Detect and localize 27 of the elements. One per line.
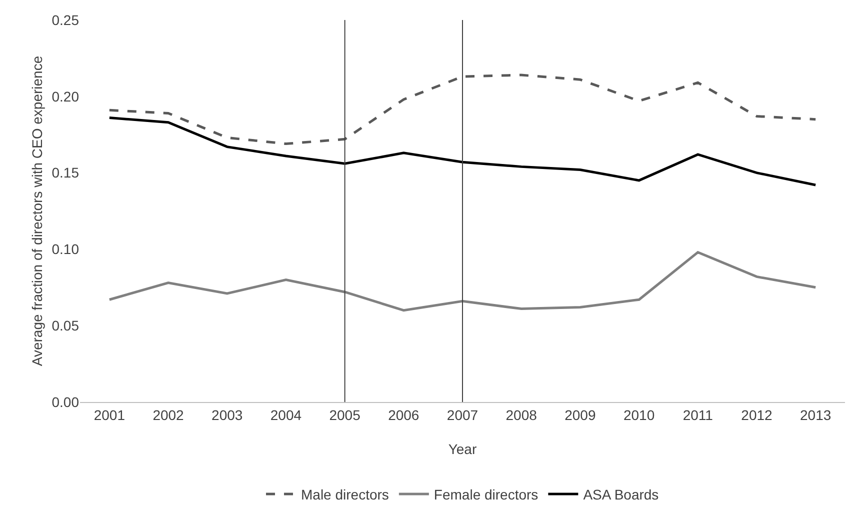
x-tick-label: 2005: [329, 406, 361, 423]
x-tick-label: 2006: [388, 406, 420, 423]
x-tick-label: 2008: [506, 406, 538, 423]
x-tick-label: 2002: [152, 406, 184, 423]
y-tick-label: 0.20: [52, 88, 80, 104]
legend-label: Female directors: [434, 486, 538, 502]
y-tick-label: 0.15: [52, 164, 80, 181]
y-tick-label: 0.05: [52, 318, 80, 334]
y-tick-label: 0.00: [52, 394, 80, 410]
legend-label: ASA Boards: [583, 486, 659, 502]
y-tick-label: 0.25: [52, 12, 80, 28]
legend-label: Male directors: [301, 486, 389, 502]
x-tick-label: 2001: [94, 406, 126, 423]
y-axis-title: Average fraction of directors with CEO experience: [29, 56, 45, 366]
line-series: [108, 74, 817, 146]
line-series: [108, 116, 817, 186]
x-tick-label: 2013: [800, 406, 832, 423]
x-tick-label: 2004: [270, 406, 302, 423]
x-tick-label: 2009: [564, 406, 596, 423]
x-tick-label: 2003: [212, 406, 243, 423]
line-series: [108, 251, 817, 312]
x-tick-label: 2007: [446, 406, 478, 423]
y-tick-label: 0.10: [52, 241, 80, 258]
x-tick-label: 2010: [623, 406, 655, 423]
x-axis-title: Year: [448, 441, 477, 457]
x-tick-label: 2011: [682, 406, 714, 423]
x-tick-label: 2012: [741, 406, 773, 423]
